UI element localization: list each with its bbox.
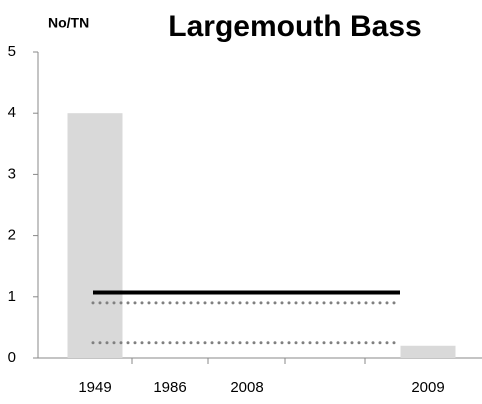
x-tick-label: 1986	[153, 379, 186, 396]
x-tick-label: 2009	[411, 379, 444, 396]
y-tick-label: 4	[8, 104, 16, 121]
x-tick-label: 1949	[78, 379, 111, 396]
y-axis-label: No/TN	[48, 15, 89, 31]
y-tick-label: 5	[8, 43, 16, 60]
chart-title: Largemouth Bass	[168, 10, 421, 43]
bar	[400, 345, 456, 358]
x-tick-label: 2008	[230, 379, 263, 396]
y-tick-label: 1	[8, 288, 16, 305]
y-tick-label: 2	[8, 227, 16, 244]
bar	[67, 113, 123, 358]
y-tick-label: 0	[8, 349, 16, 366]
y-tick-label: 3	[8, 165, 16, 182]
